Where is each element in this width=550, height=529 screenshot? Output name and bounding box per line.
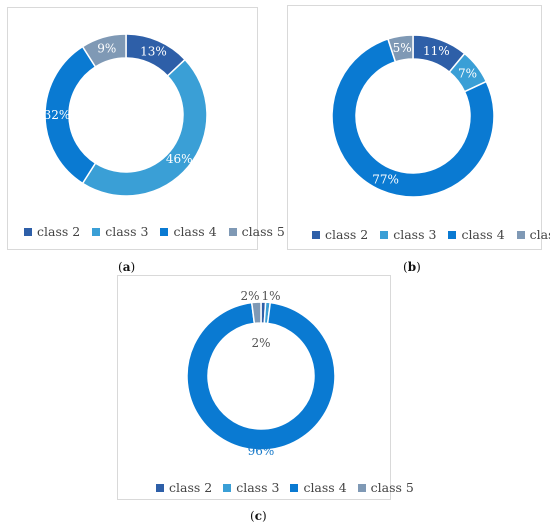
legend-swatch-class-5 <box>228 227 237 236</box>
legend-label: class 3 <box>236 480 280 495</box>
legend-item-class-4: class 4 <box>290 480 347 495</box>
chart-panel-b: 11% 7% 77% 5% class 2 class 3 class 4 class… <box>287 5 550 250</box>
donut-slice-class-4 <box>186 301 336 451</box>
legend-swatch-class-4 <box>290 483 299 492</box>
legend-b: class 2 class 3 class 4 class 5 <box>312 227 550 242</box>
donut-slice-class-5 <box>81 33 127 68</box>
legend-item-class-3: class 3 <box>92 224 148 239</box>
slice-label-class-5: 5% <box>393 41 412 55</box>
donut-slice-class-5 <box>250 301 262 325</box>
slice-label-class-4: 96% <box>248 444 275 458</box>
legend-item-class-5: class 5 <box>228 224 285 239</box>
legend-label: class 4 <box>461 227 505 242</box>
legend-item-class-5: class 5 <box>516 227 550 242</box>
legend-swatch-class-5 <box>516 230 525 239</box>
caption-a: (a) <box>118 260 136 274</box>
donut-chart-a: 13% 46% 32% 9% <box>44 33 208 197</box>
legend-item-class-3: class 3 <box>380 227 436 242</box>
legend-item-class-2: class 2 <box>156 480 212 495</box>
donut-chart-c: 1%2%96%2% <box>186 289 336 458</box>
legend-swatch-class-4 <box>448 230 457 239</box>
legend-swatch-class-5 <box>357 483 366 492</box>
slice-label-class-2: 11% <box>423 44 450 58</box>
slice-label-class-3: 46% <box>166 152 193 166</box>
slice-label-class-3: 7% <box>458 67 477 81</box>
legend-label: class 5 <box>241 224 285 239</box>
legend-label: class 3 <box>393 227 437 242</box>
slice-label-class-5: 9% <box>97 42 116 56</box>
legend-label: class 4 <box>303 480 347 495</box>
donut-slice-class-3 <box>81 58 208 197</box>
legend-label: class 2 <box>325 227 369 242</box>
slice-label-class-5: 2% <box>240 289 259 303</box>
legend-swatch-class-2 <box>156 483 164 492</box>
legend-item-class-2: class 2 <box>312 227 368 242</box>
slice-label-class-2: 1% <box>261 289 280 303</box>
chart-panel-c: 1% 2% 96% 2% class 2 class 3 class 4 class … <box>117 275 414 500</box>
legend-label: class 5 <box>370 480 414 495</box>
legend-swatch-class-3 <box>92 227 101 236</box>
legend-item-class-5: class 5 <box>357 480 414 495</box>
legend-swatch-class-3 <box>223 483 232 492</box>
legend-label: class 2 <box>37 224 81 239</box>
legend-swatch-class-2 <box>312 230 320 239</box>
legend-item-class-4: class 4 <box>448 227 505 242</box>
legend-label: class 4 <box>173 224 217 239</box>
donut-slice-class-5 <box>387 34 414 63</box>
legend-c: class 2 class 3 class 4 class 5 <box>156 480 414 495</box>
donut-chart-b: 11% 7% 77% 5% <box>331 34 495 198</box>
slice-label-class-4: 77% <box>372 172 399 186</box>
caption-c: (c) <box>250 509 267 523</box>
caption-b: (b) <box>403 260 421 274</box>
legend-label: class 2 <box>169 480 213 495</box>
legend-a: class 2 class 3 class 4 class 5 <box>24 224 285 239</box>
chart-panel-a: 13% 46% 32% 9% class 2 class 3 class 4 clas… <box>7 7 285 250</box>
legend-item-class-4: class 4 <box>160 224 217 239</box>
slice-label-class-4: 32% <box>44 108 71 122</box>
legend-swatch-class-4 <box>160 227 169 236</box>
legend-item-class-3: class 3 <box>223 480 279 495</box>
legend-label: class 5 <box>529 227 550 242</box>
slice-label-class-3: 2% <box>251 336 270 350</box>
donut-slice-class-4 <box>331 38 495 198</box>
slice-label-class-2: 13% <box>140 45 167 59</box>
legend-swatch-class-3 <box>380 230 389 239</box>
legend-label: class 3 <box>105 224 149 239</box>
legend-item-class-2: class 2 <box>24 224 80 239</box>
legend-swatch-class-2 <box>24 227 32 236</box>
